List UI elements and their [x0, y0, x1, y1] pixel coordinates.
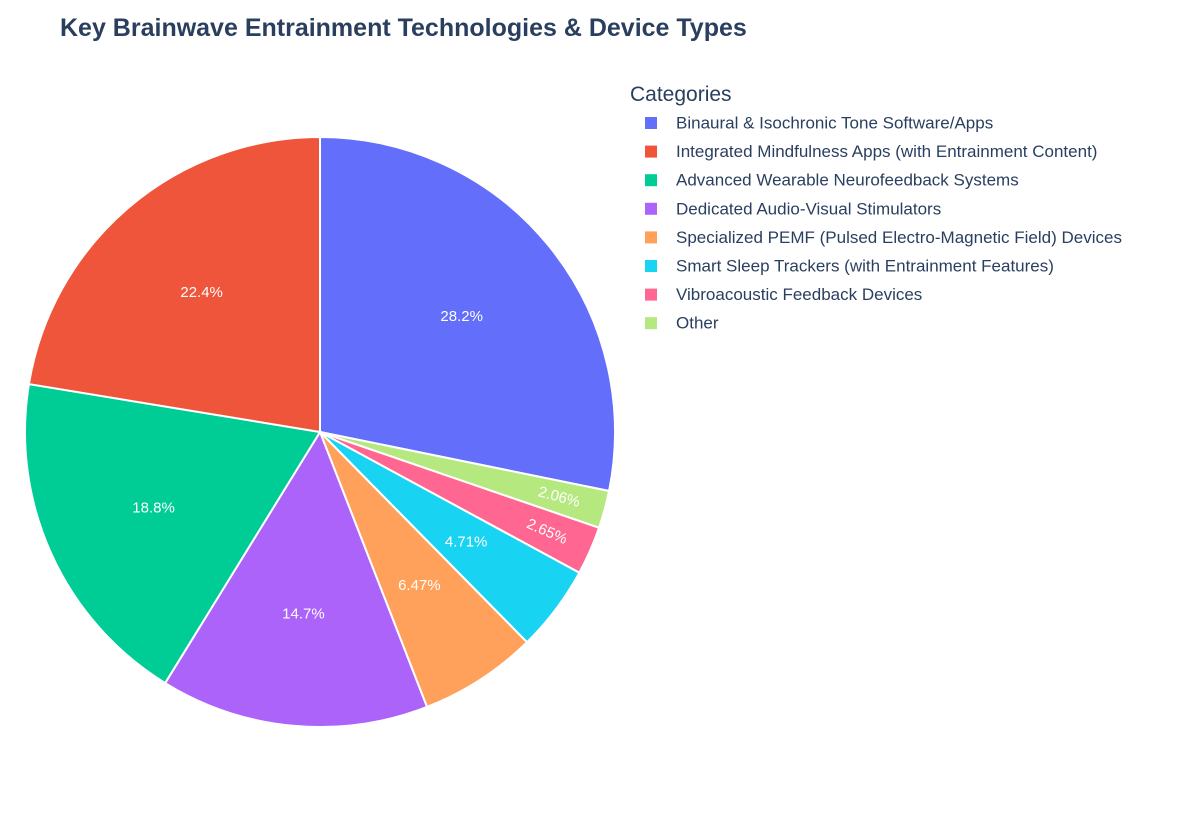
legend-swatch: [645, 231, 657, 244]
legend-label: Specialized PEMF (Pulsed Electro-Magneti…: [676, 228, 1122, 247]
pie-slice-advanced-wearable-neurofeedback-systems[interactable]: [24, 382, 322, 685]
legend-item-dedicated-audio-visual-stimulators[interactable]: Dedicated Audio-Visual Stimulators: [645, 199, 941, 218]
legend-title: Categories: [630, 83, 732, 106]
legend-label: Vibroacoustic Feedback Devices: [676, 285, 922, 304]
slice-label-specialized-pemf-pulsed-electro-magnetic-field-devices: 6.47%: [398, 577, 441, 594]
legend-label: Dedicated Audio-Visual Stimulators: [676, 199, 941, 218]
slice-label-dedicated-audio-visual-stimulators: 14.7%: [282, 606, 325, 623]
pie-slice-labels: 28.2%2.06%2.65%4.71%6.47%14.7%18.8%22.4%: [132, 284, 582, 623]
pie-slice-dedicated-audio-visual-stimulators[interactable]: [163, 429, 429, 728]
legend-item-specialized-pemf-pulsed-electro-magnetic-field-devices[interactable]: Specialized PEMF (Pulsed Electro-Magneti…: [645, 228, 1122, 247]
legend-item-advanced-wearable-neurofeedback-systems[interactable]: Advanced Wearable Neurofeedback Systems: [645, 171, 1019, 190]
slice-label-smart-sleep-trackers-with-entrainment-features: 4.71%: [445, 533, 488, 550]
legend-item-smart-sleep-trackers-with-entrainment-features[interactable]: Smart Sleep Trackers (with Entrainment F…: [645, 257, 1054, 276]
legend-item-binaural-isochronic-tone-software-apps[interactable]: Binaural & Isochronic Tone Software/Apps: [645, 114, 993, 133]
slice-label-advanced-wearable-neurofeedback-systems: 18.8%: [132, 499, 175, 516]
legend-item-vibroacoustic-feedback-devices[interactable]: Vibroacoustic Feedback Devices: [645, 285, 922, 304]
legend: Categories Binaural & Isochronic Tone So…: [630, 83, 1122, 333]
pie-slices: [24, 135, 616, 728]
legend-label: Advanced Wearable Neurofeedback Systems: [676, 171, 1019, 190]
legend-label: Other: [676, 314, 719, 333]
legend-items: Binaural & Isochronic Tone Software/Apps…: [645, 114, 1122, 333]
legend-swatch: [645, 202, 657, 215]
legend-swatch: [645, 117, 657, 129]
legend-swatch: [645, 260, 657, 272]
legend-label: Binaural & Isochronic Tone Software/Apps: [676, 114, 993, 133]
slice-label-integrated-mindfulness-apps-with-entrainment-content: 22.4%: [180, 284, 223, 301]
legend-swatch: [645, 174, 657, 187]
legend-item-integrated-mindfulness-apps-with-entrainment-content[interactable]: Integrated Mindfulness Apps (with Entrai…: [645, 142, 1097, 161]
legend-swatch: [645, 288, 657, 301]
legend-swatch: [645, 145, 657, 158]
pie-slice-specialized-pemf-pulsed-electro-magnetic-field-devices[interactable]: [319, 431, 529, 709]
chart-title: Key Brainwave Entrainment Technologies &…: [60, 14, 747, 42]
legend-swatch: [645, 317, 657, 330]
legend-label: Integrated Mindfulness Apps (with Entrai…: [676, 142, 1097, 161]
pie-slice-integrated-mindfulness-apps-with-entrainment-content[interactable]: [27, 135, 321, 434]
legend-item-other[interactable]: Other: [645, 314, 719, 333]
legend-label: Smart Sleep Trackers (with Entrainment F…: [676, 257, 1054, 276]
slice-label-binaural-isochronic-tone-software-apps: 28.2%: [440, 308, 483, 325]
pie-slice-binaural-isochronic-tone-software-apps[interactable]: [319, 135, 616, 493]
